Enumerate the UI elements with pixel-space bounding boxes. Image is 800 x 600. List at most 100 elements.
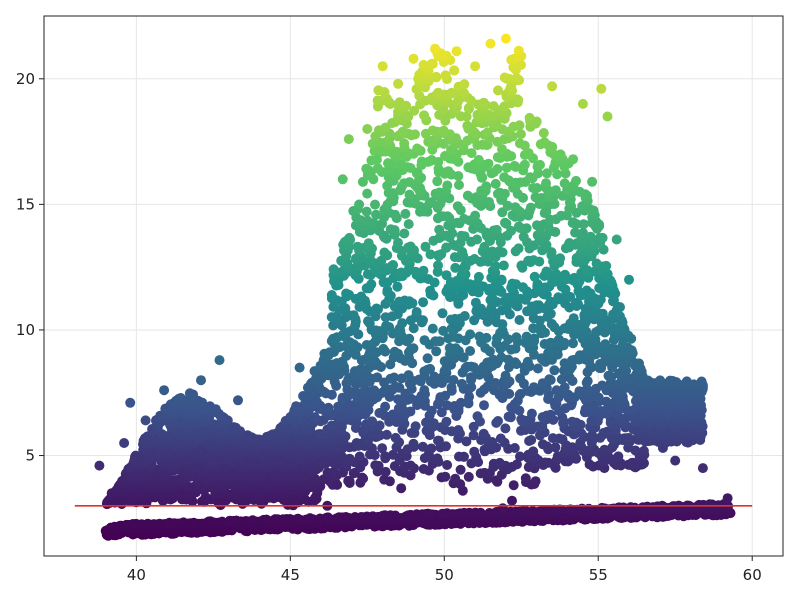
data-point [396, 267, 407, 278]
data-point [184, 388, 195, 399]
data-point [294, 362, 305, 373]
data-point [441, 441, 451, 452]
data-point [390, 381, 401, 392]
data-point [270, 514, 281, 525]
data-point [450, 262, 461, 273]
data-point [466, 361, 477, 372]
data-point [514, 315, 525, 325]
data-point [483, 371, 494, 382]
data-point [392, 281, 403, 292]
data-point [556, 374, 567, 385]
data-point [466, 372, 476, 383]
data-point [544, 374, 555, 385]
data-point [323, 512, 333, 523]
scatter-points [94, 33, 736, 541]
data-point [503, 411, 514, 422]
data-point [119, 438, 130, 448]
data-point [362, 269, 373, 280]
data-point [578, 219, 589, 230]
data-point [560, 269, 570, 280]
data-point [500, 217, 510, 228]
data-point [425, 285, 436, 296]
data-point [697, 463, 708, 474]
data-point [597, 232, 608, 243]
data-point [396, 483, 407, 494]
data-point [397, 318, 408, 329]
data-point [488, 354, 499, 365]
data-point [518, 231, 529, 242]
data-point [261, 514, 272, 525]
data-point [473, 271, 484, 282]
data-point [528, 313, 539, 324]
data-point [496, 352, 507, 363]
data-point [411, 307, 422, 317]
data-point [408, 438, 419, 449]
data-point [418, 265, 429, 276]
data-point [379, 247, 390, 258]
data-point [337, 451, 348, 462]
data-point [454, 451, 464, 462]
data-point [456, 230, 467, 241]
data-point [426, 443, 437, 454]
data-point [433, 435, 443, 446]
data-point [611, 234, 622, 245]
data-point [348, 310, 359, 321]
data-point [393, 237, 403, 248]
data-point [328, 264, 339, 275]
data-point [449, 252, 460, 263]
data-point [380, 466, 391, 477]
data-point [470, 507, 481, 518]
data-point [600, 339, 611, 350]
data-point [624, 274, 634, 285]
data-point [550, 442, 561, 453]
data-point [382, 285, 393, 296]
data-point [507, 278, 518, 289]
data-point [465, 346, 476, 356]
data-point [354, 451, 365, 462]
data-point [469, 254, 480, 264]
data-point [427, 323, 438, 334]
data-point [594, 283, 605, 293]
data-point [534, 421, 545, 432]
data-point [439, 356, 450, 367]
data-point [603, 370, 614, 381]
data-point [546, 247, 557, 258]
data-point [599, 444, 610, 455]
data-point [495, 433, 506, 444]
data-point [370, 460, 381, 471]
data-point [390, 432, 401, 443]
data-point [130, 450, 141, 461]
data-point [521, 331, 532, 342]
data-point [363, 316, 373, 327]
data-point [497, 503, 508, 514]
data-point [597, 502, 607, 513]
data-point [328, 467, 339, 477]
data-point [459, 214, 469, 224]
data-point [380, 401, 391, 412]
data-point [528, 446, 539, 457]
data-point [428, 418, 439, 429]
data-point [461, 436, 472, 447]
data-point [441, 416, 452, 427]
data-point [408, 323, 419, 334]
data-point [437, 308, 448, 319]
data-point [411, 509, 422, 520]
data-point [601, 396, 612, 407]
data-point [381, 429, 392, 440]
data-point [450, 473, 461, 484]
data-point [423, 508, 434, 519]
data-point [380, 451, 391, 462]
data-point [491, 224, 502, 235]
data-point [493, 416, 503, 426]
data-point [478, 428, 489, 439]
data-point [547, 433, 558, 444]
data-point [529, 333, 540, 344]
data-point [494, 246, 505, 257]
data-point [363, 238, 374, 249]
data-point [511, 459, 522, 470]
data-point [508, 480, 519, 491]
data-point [694, 499, 705, 510]
data-point [642, 501, 653, 512]
data-point [583, 385, 594, 396]
